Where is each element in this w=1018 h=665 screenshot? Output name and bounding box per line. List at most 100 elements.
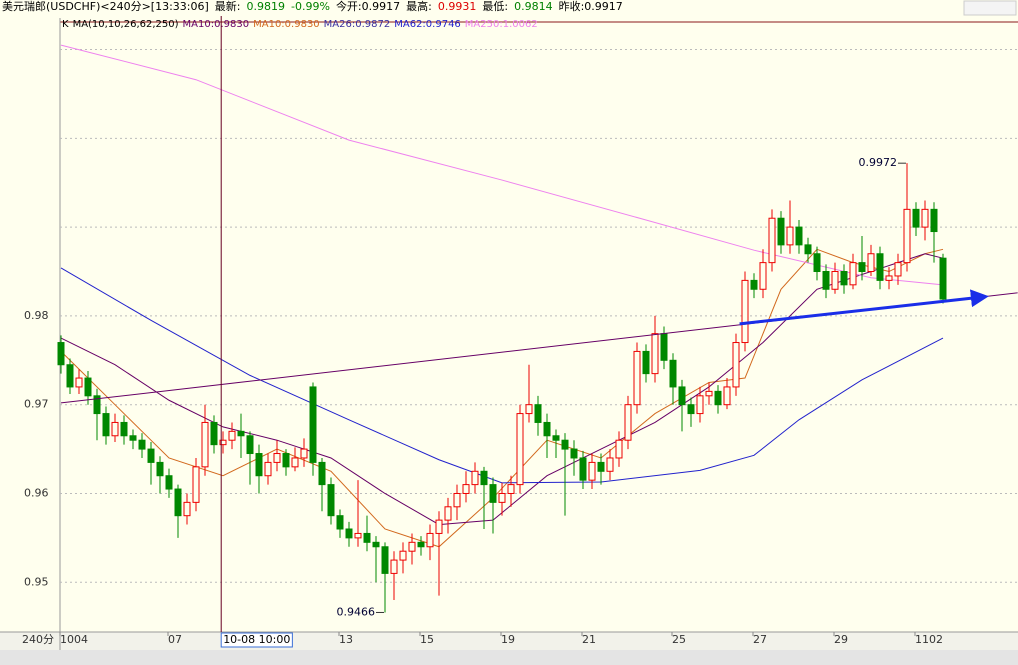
x-tick-label: 29 <box>834 633 848 646</box>
legend-item: K <box>62 19 69 30</box>
candle-body <box>318 461 326 486</box>
x-tick-label: 25 <box>672 633 686 646</box>
candle-body <box>264 461 272 477</box>
header-item: 今开:0.9917 <box>336 0 400 13</box>
header-item: 最低: <box>482 0 508 13</box>
candle-body <box>840 271 848 286</box>
legend-item: MA(10,10,26,62,250) <box>73 19 179 30</box>
candle-body <box>678 386 686 406</box>
candle-body <box>822 271 830 290</box>
candle-body <box>75 377 83 388</box>
legend-item: MA10:0.9830 <box>253 19 320 30</box>
x-tick-label: 1102 <box>915 633 943 646</box>
candle-body <box>669 359 677 388</box>
candle-body <box>939 257 947 300</box>
candle-body <box>66 364 74 388</box>
candle-body <box>543 421 551 437</box>
candle-body <box>588 461 596 481</box>
candle-body <box>138 439 146 450</box>
header-item: 昨收:0.9917 <box>559 0 623 13</box>
legend-item: MA62:0.9746 <box>394 19 461 30</box>
candle-body <box>363 532 371 543</box>
candle-body <box>903 208 911 264</box>
candle-body <box>390 559 398 574</box>
candle-body <box>246 435 254 455</box>
candle-body <box>174 488 182 517</box>
header-item: 最新: <box>215 0 241 13</box>
candle-body <box>309 386 317 463</box>
candle-body <box>462 484 470 494</box>
candle-body <box>480 470 488 486</box>
candle-body <box>228 430 236 441</box>
candle-body <box>831 271 839 290</box>
candle-body <box>687 404 695 415</box>
candle-body <box>372 541 380 548</box>
candle-body <box>651 333 659 375</box>
y-tick-label: 0.96 <box>24 486 49 499</box>
period-label: 240分 <box>22 633 54 646</box>
candle-body <box>597 461 605 472</box>
candle-body <box>255 453 263 477</box>
candle-body <box>867 253 875 273</box>
candle-body <box>849 262 857 286</box>
candle-body <box>489 484 497 503</box>
candle-body <box>894 262 902 277</box>
x-tick-label: 19 <box>501 633 515 646</box>
legend-item: MA10:0.9830 <box>183 19 250 30</box>
candle-body <box>444 506 452 521</box>
candle-body <box>273 453 281 463</box>
header-item: 0.9814 <box>514 0 553 13</box>
candle-body <box>93 395 101 415</box>
x-tick-label: 21 <box>582 633 596 646</box>
candle-body <box>57 342 65 366</box>
candle-body <box>642 350 650 375</box>
x-tick-label: 27 <box>753 633 767 646</box>
candle-body <box>696 395 704 415</box>
candle-body <box>759 262 767 290</box>
header-item: 美元瑞郎(USDCHF)<240分>[13:33:06] <box>2 0 209 13</box>
candle-body <box>705 390 713 397</box>
candle-body <box>336 515 344 530</box>
candle-body <box>570 448 578 459</box>
ma-line <box>60 267 944 484</box>
candle-body <box>858 262 866 273</box>
y-tick-label: 0.95 <box>24 575 49 588</box>
candle-body <box>471 470 479 486</box>
candle-body <box>354 532 362 539</box>
candle-body <box>723 386 731 406</box>
candle-body <box>345 528 353 539</box>
candle-body <box>921 208 929 228</box>
candle-body <box>156 461 164 477</box>
candle-body <box>714 390 722 406</box>
candle-body <box>579 457 587 481</box>
x-tick-label: 07 <box>168 633 182 646</box>
candle-body <box>291 457 299 468</box>
candle-body <box>768 217 776 264</box>
candle-body <box>498 492 506 503</box>
candle-body <box>804 244 812 255</box>
toolbar-box[interactable] <box>963 0 1017 16</box>
candle-body <box>192 466 200 503</box>
candle-body <box>453 492 461 508</box>
x-tick-label: 15 <box>420 633 434 646</box>
candle-body <box>507 484 515 494</box>
candle-body <box>876 253 884 281</box>
candle-body <box>129 435 137 441</box>
x-tick-label: 1004 <box>60 633 88 646</box>
candle-body <box>930 208 938 233</box>
candle-body <box>525 404 533 415</box>
candle-body <box>300 448 308 459</box>
candle-body <box>381 546 389 574</box>
candle-body <box>435 519 443 534</box>
candle-body <box>426 532 434 548</box>
candle-body <box>777 217 785 246</box>
candle-body <box>624 404 632 441</box>
candle-body <box>732 342 740 388</box>
candle-body <box>741 279 749 344</box>
trend-line <box>739 289 989 326</box>
x-tick-label: 13 <box>339 633 353 646</box>
candle-body <box>606 457 614 472</box>
candle-body <box>516 413 524 486</box>
